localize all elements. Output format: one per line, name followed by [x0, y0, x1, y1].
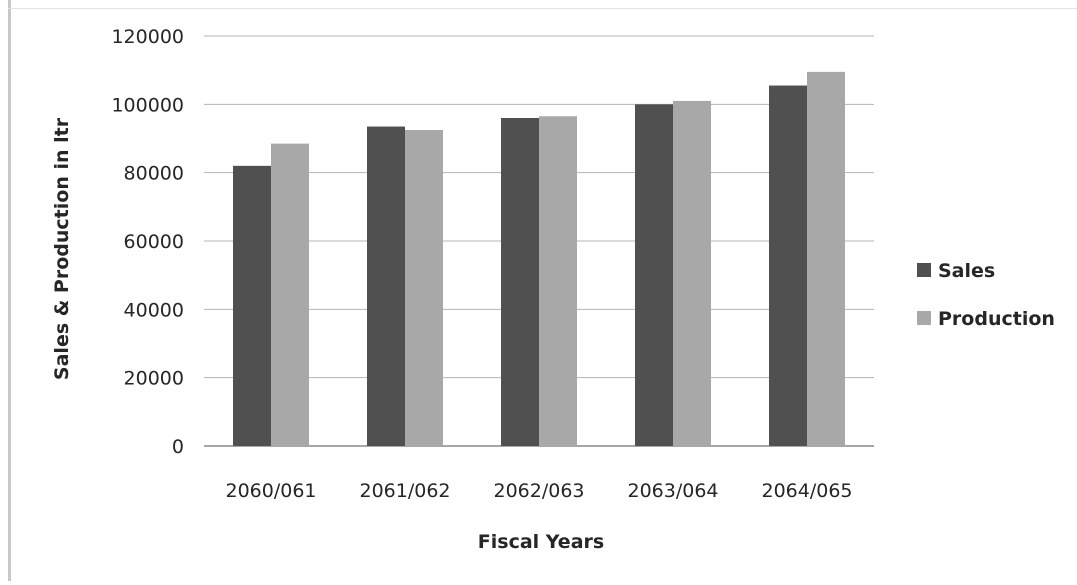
x-tick-label: 2061/062: [359, 480, 450, 502]
frame-left-border: [8, 0, 11, 581]
y-axis-title: Sales & Production in ltr: [51, 117, 73, 380]
bar-sales-1: [367, 126, 405, 447]
bar-sales-4: [769, 85, 807, 447]
y-tick-label: 0: [172, 436, 184, 458]
x-axis-ticks: 2060/061 2061/062 2062/063 2063/064 2064/065: [225, 480, 852, 502]
x-tick-label: 2064/065: [761, 480, 852, 502]
x-tick-label: 2063/064: [627, 480, 718, 502]
y-tick-label: 60000: [124, 231, 184, 253]
legend-label-production: Production: [938, 308, 1055, 330]
bar-sales-0: [233, 165, 271, 447]
x-tick-label: 2060/061: [225, 480, 316, 502]
legend-label-sales: Sales: [938, 260, 995, 282]
bar-sales-2: [501, 118, 539, 446]
y-tick-label: 120000: [111, 26, 184, 48]
bar-production-1: [405, 129, 443, 447]
frame-top-border: [8, 8, 1077, 9]
y-tick-label: 100000: [111, 94, 184, 116]
legend-swatch-sales: [917, 263, 931, 277]
bar-production-0: [271, 143, 309, 446]
bar-production-2: [539, 116, 577, 447]
legend-swatch-production: [917, 311, 931, 325]
bar-production-4: [807, 71, 845, 446]
bar-sales-3: [635, 104, 673, 446]
y-axis-ticks: 0 20000 40000 60000 80000 100000 120000: [111, 26, 184, 458]
y-tick-label: 40000: [124, 299, 184, 321]
bar-production-3: [673, 100, 711, 447]
x-tick-label: 2062/063: [493, 480, 584, 502]
legend: Sales Production: [917, 260, 1055, 330]
y-tick-label: 20000: [124, 368, 184, 390]
bars: [233, 71, 845, 447]
y-tick-label: 80000: [124, 163, 184, 185]
x-axis-title: Fiscal Years: [478, 531, 604, 553]
